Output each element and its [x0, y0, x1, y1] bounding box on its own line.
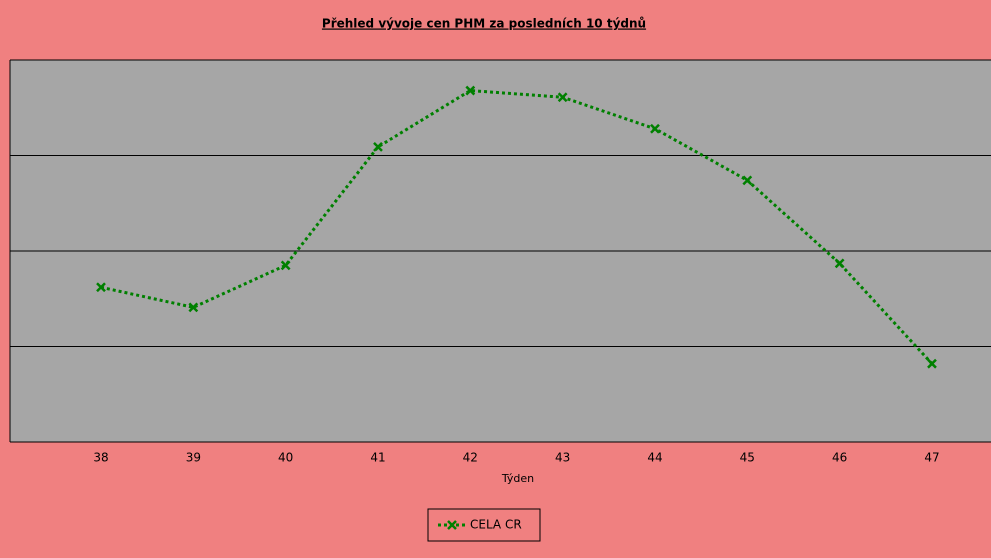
x-tick-label: 44 [647, 451, 662, 465]
legend-marker [447, 520, 457, 530]
point [96, 282, 106, 293]
x-tick-label: 39 [186, 451, 201, 465]
point [742, 175, 753, 186]
line [100, 89, 934, 365]
point [188, 302, 199, 313]
x-tick-label: 45 [740, 451, 755, 465]
x-tick-label: 38 [93, 451, 108, 465]
point [834, 258, 845, 269]
point [280, 260, 291, 271]
legend-label: CELA CR [470, 518, 522, 532]
legend-box [427, 508, 541, 542]
x-tick-label: 46 [832, 451, 847, 465]
point [927, 358, 937, 369]
x-tick-label: 47 [924, 451, 939, 465]
x-tick-label: 43 [555, 451, 570, 465]
x-tick-label: 42 [463, 451, 478, 465]
x-tick-label: 40 [278, 451, 293, 465]
point [650, 123, 660, 134]
chart-title: Přehled vývoje cen PHM za posledních 10 … [322, 17, 646, 31]
point [465, 85, 476, 96]
x-axis-title: Týden [501, 472, 534, 485]
x-tick-label: 41 [370, 451, 385, 465]
point [557, 92, 568, 103]
point [373, 142, 383, 152]
